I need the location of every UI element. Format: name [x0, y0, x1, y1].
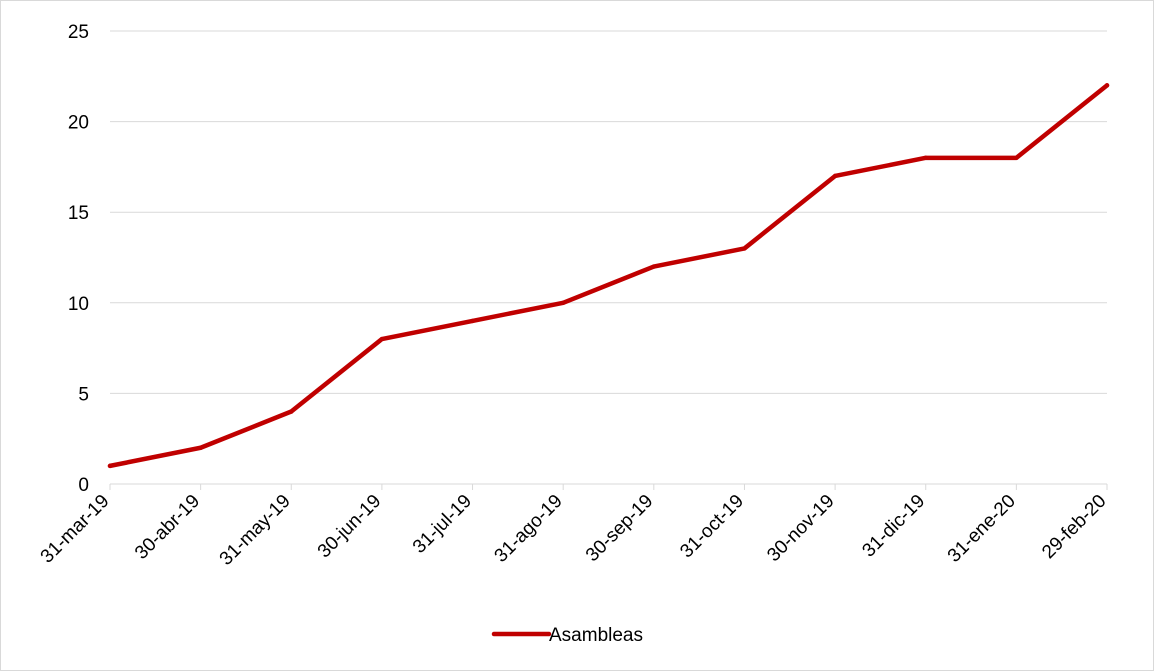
data-point: [470, 318, 475, 324]
x-tick-label: 31-may-19: [216, 491, 295, 570]
y-tick-label: 5: [78, 384, 89, 405]
x-tick-label: 31-oct-19: [676, 491, 748, 563]
x-tick-label: 30-abr-19: [131, 491, 204, 564]
legend: Asambleas: [491, 625, 643, 646]
y-tick-label: 15: [68, 203, 89, 224]
series-line: [107, 83, 1110, 469]
x-axis-ticks: 31-mar-19 30-abr-19 31-may-19 30-jun-19 31-j…: [37, 484, 1111, 570]
data-point: [923, 155, 928, 161]
data-point: [1014, 155, 1019, 161]
y-tick-label: 20: [68, 113, 89, 134]
x-tick-label: 29-feb-20: [1038, 491, 1110, 563]
x-tick-label: 31-jul-19: [409, 491, 476, 558]
legend-label: Asambleas: [549, 625, 643, 646]
x-tick-label: 31-ene-20: [944, 491, 1020, 567]
y-tick-label: 25: [68, 22, 89, 43]
data-point: [107, 463, 113, 469]
data-point: [832, 173, 838, 179]
data-point: [560, 300, 566, 305]
x-tick-label: 30-jun-19: [314, 491, 386, 563]
data-point: [651, 264, 657, 269]
series-layer: [107, 83, 1110, 469]
x-tick-label: 31-ago-19: [491, 491, 567, 567]
y-tick-label: 0: [78, 475, 89, 496]
data-point: [289, 409, 294, 414]
x-tick-label: 30-nov-19: [763, 491, 838, 566]
x-tick-label: 31-mar-19: [37, 491, 114, 568]
data-point: [198, 445, 203, 450]
data-point: [1104, 83, 1110, 88]
y-tick-label: 10: [68, 294, 89, 315]
gridlines: [110, 30, 1107, 485]
data-point: [742, 246, 747, 251]
data-point: [379, 336, 385, 342]
x-tick-label: 31-dic-19: [858, 491, 929, 562]
x-tick-label: 30-sep-19: [582, 491, 657, 566]
y-axis-ticks: 0 5 10 15 20 25: [68, 22, 89, 496]
